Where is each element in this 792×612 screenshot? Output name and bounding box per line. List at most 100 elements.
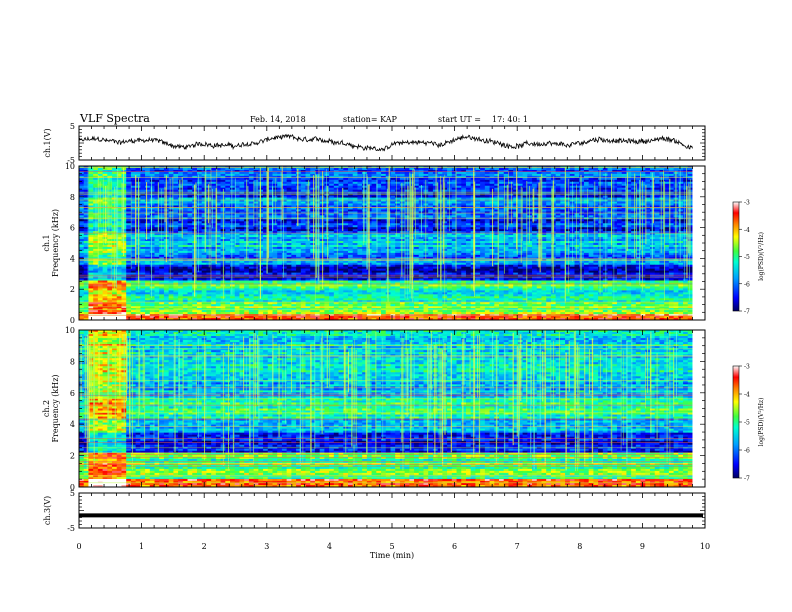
spectrogram-cell bbox=[248, 215, 255, 218]
spectrogram-cell bbox=[230, 175, 236, 179]
spectrogram-cell bbox=[220, 187, 226, 191]
spectrogram-cell bbox=[612, 199, 618, 202]
spectrogram-cell bbox=[88, 193, 94, 197]
spectrogram-cell bbox=[102, 185, 108, 189]
spectrogram-cell bbox=[149, 181, 155, 185]
spectrogram-cell bbox=[343, 197, 349, 200]
spectrogram-cell bbox=[470, 181, 476, 185]
spectrogram-cell bbox=[517, 189, 523, 193]
spectrogram-cell bbox=[310, 225, 316, 228]
spectrogram-cell bbox=[163, 173, 170, 177]
spectrogram-cell bbox=[645, 169, 651, 173]
spectrogram-cell bbox=[404, 191, 410, 195]
spectrogram-cell bbox=[456, 219, 462, 222]
spectrogram-cell bbox=[130, 193, 137, 197]
spectrogram-cell bbox=[593, 211, 599, 214]
spectrogram-cell bbox=[376, 205, 382, 208]
spectrogram-cell bbox=[347, 167, 354, 171]
spectrogram-cell bbox=[574, 173, 580, 177]
spectrogram-cell bbox=[248, 171, 255, 175]
spectrogram-cell bbox=[683, 207, 689, 210]
spectrogram-cell bbox=[357, 225, 363, 228]
spectrogram-cell bbox=[499, 169, 505, 173]
spectrogram-cell bbox=[664, 189, 670, 193]
spectrogram-cell bbox=[352, 207, 358, 210]
spectrogram-cell bbox=[508, 191, 514, 195]
spectrogram-cell bbox=[362, 225, 368, 228]
spectrogram-cell bbox=[470, 191, 476, 195]
spectrogram-cell bbox=[465, 171, 472, 175]
spectrogram-cell bbox=[381, 191, 387, 195]
spectrogram-cell bbox=[277, 211, 283, 214]
spectrogram-cell bbox=[116, 227, 122, 230]
spectrogram-cell bbox=[598, 219, 604, 222]
spectrogram-cell bbox=[475, 169, 481, 173]
spectrogram-cell bbox=[154, 169, 160, 173]
spectrogram-cell bbox=[239, 167, 245, 171]
spectrogram-cell bbox=[640, 195, 646, 198]
spectrogram-cell bbox=[451, 179, 457, 183]
spectrogram-cell bbox=[230, 231, 236, 234]
spectrogram-cell bbox=[324, 179, 330, 183]
spectrogram-cell bbox=[182, 213, 188, 216]
spectrogram-cell bbox=[357, 183, 363, 187]
spectrogram-cell bbox=[428, 185, 434, 189]
spectrogram-cell bbox=[305, 175, 311, 179]
spectrogram-cell bbox=[631, 177, 637, 181]
spectrogram-cell bbox=[324, 211, 330, 214]
spectrogram-cell bbox=[267, 215, 273, 218]
spectrogram-cell bbox=[357, 203, 363, 206]
spectrogram-cell bbox=[314, 219, 321, 222]
spectrogram-cell bbox=[329, 229, 335, 232]
spectrogram-cell bbox=[654, 199, 660, 202]
spectrogram-cell bbox=[267, 229, 273, 232]
spectrogram-cell bbox=[286, 227, 292, 230]
spectrogram-cell bbox=[635, 181, 641, 185]
spectrogram-cell bbox=[362, 179, 368, 183]
spectrogram-cell bbox=[494, 203, 500, 206]
spectrogram-cell bbox=[470, 199, 476, 202]
spectrogram-cell bbox=[230, 183, 236, 187]
spectrogram-cell bbox=[541, 211, 547, 214]
spectrogram-cell bbox=[598, 187, 604, 191]
spectrogram-cell bbox=[286, 201, 292, 204]
spectrogram-cell bbox=[631, 229, 637, 232]
spectrogram-cell bbox=[499, 167, 505, 171]
spectrogram-cell bbox=[168, 183, 174, 187]
spectrogram-cell bbox=[159, 227, 165, 230]
spectrogram-cell bbox=[593, 221, 599, 224]
spectrogram-cell bbox=[296, 181, 302, 185]
spectrogram-cell bbox=[404, 185, 410, 189]
spectrogram-cell bbox=[437, 197, 443, 200]
spectrogram-cell bbox=[494, 211, 500, 214]
spectrogram-cell bbox=[220, 169, 226, 173]
spectrogram-cell bbox=[140, 209, 146, 212]
spectrogram-cell bbox=[130, 183, 137, 187]
spectrogram-cell bbox=[206, 173, 212, 177]
spectrogram-cell bbox=[376, 167, 382, 171]
spectrogram-cell bbox=[494, 167, 500, 171]
spectrogram-cell bbox=[154, 229, 160, 232]
spectrogram-cell bbox=[277, 179, 283, 183]
spectrogram-cell bbox=[616, 197, 623, 200]
spectrogram-cell bbox=[480, 187, 486, 191]
spectrogram-cell bbox=[583, 177, 590, 181]
spectrogram-cell bbox=[324, 177, 330, 181]
spectrogram-cell bbox=[102, 179, 108, 183]
spectrogram-cell bbox=[480, 181, 486, 185]
spectrogram-cell bbox=[79, 179, 85, 183]
spectrogram-cell bbox=[343, 205, 349, 208]
spectrogram-cell bbox=[159, 185, 165, 189]
spectrogram-cell bbox=[182, 193, 188, 197]
spectrogram-cell bbox=[102, 223, 108, 226]
spectrogram-cell bbox=[588, 197, 594, 200]
spectrogram-cell bbox=[650, 169, 656, 173]
spectrogram-cell bbox=[362, 229, 368, 232]
spectrogram-cell bbox=[343, 175, 349, 179]
spectrogram-cell bbox=[631, 227, 637, 230]
spectrogram-cell bbox=[272, 181, 278, 185]
spectrogram-cell bbox=[182, 169, 188, 173]
spectrogram-cell bbox=[390, 173, 396, 177]
spectrogram-cell bbox=[560, 197, 566, 200]
spectrogram-cell bbox=[560, 201, 566, 204]
